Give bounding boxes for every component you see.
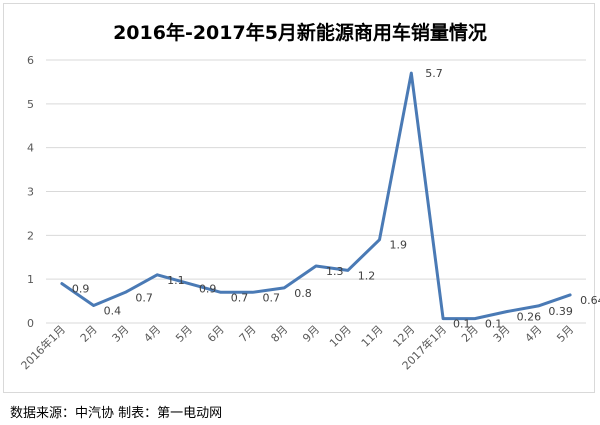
x-tick-label: 6月	[205, 323, 227, 345]
data-label: 1.1	[167, 274, 185, 287]
data-label: 5.7	[425, 67, 443, 80]
data-label: 0.9	[72, 283, 90, 296]
x-tick-label: 7月	[237, 323, 259, 345]
x-tick-label: 12月	[391, 323, 418, 350]
data-label: 1.3	[326, 265, 344, 278]
data-label: 0.8	[294, 287, 312, 300]
y-tick-label: 2	[27, 229, 34, 242]
data-label: 0.1	[453, 318, 471, 331]
data-label: 0.39	[548, 305, 573, 318]
y-tick-label: 6	[27, 54, 34, 67]
x-tick-label: 2月	[78, 323, 100, 345]
x-tick-label: 5月	[173, 323, 195, 345]
data-label: 0.7	[135, 291, 153, 304]
y-tick-label: 4	[27, 142, 34, 155]
x-tick-label: 8月	[268, 323, 290, 345]
x-tick-label: 10月	[327, 323, 354, 350]
y-axis-ticks: 0 1 2 3 4 5 6	[27, 54, 34, 330]
data-label: 0.7	[231, 291, 249, 304]
data-label: 0.9	[199, 283, 217, 296]
x-tick-label: 2016年1月	[18, 322, 68, 372]
y-tick-label: 1	[27, 273, 34, 286]
grid-lines	[46, 59, 586, 324]
data-label: 1.2	[358, 269, 376, 282]
chart-frame	[3, 3, 595, 393]
x-tick-label: 4月	[523, 323, 545, 345]
data-label: 0.26	[517, 311, 542, 324]
series-line	[60, 71, 572, 321]
x-tick-label: 4月	[141, 323, 163, 345]
chart-title: 2016年-2017年5月新能源商用车销量情况	[113, 22, 487, 44]
data-label: 0.1	[485, 318, 503, 331]
data-labels: 0.9 0.4 0.7 1.1 0.9 0.7 0.7 0.8 1.3 1.2 1.9 5.7 0.1 0…	[72, 67, 600, 330]
data-label: 1.9	[390, 239, 408, 252]
series-polyline	[60, 71, 572, 321]
y-tick-label: 3	[27, 186, 34, 199]
data-label: 0.64	[580, 294, 600, 307]
x-tick-label: 11月	[359, 323, 386, 350]
source-note: 数据来源：中汽协 制表：第一电动网	[10, 406, 223, 421]
y-tick-label: 0	[27, 317, 34, 330]
data-label: 0.4	[104, 304, 122, 317]
line-chart: 0 1 2 3 4 5 6 2016年1月 2月 3月 4月 5月 6月 7月 8月 9月 10月 11月 12月…	[18, 54, 600, 372]
x-tick-label: 3月	[110, 323, 132, 345]
data-label: 0.7	[262, 291, 280, 304]
x-tick-label: 9月	[300, 323, 322, 345]
y-tick-label: 5	[27, 98, 34, 111]
x-tick-label: 5月	[554, 323, 576, 345]
